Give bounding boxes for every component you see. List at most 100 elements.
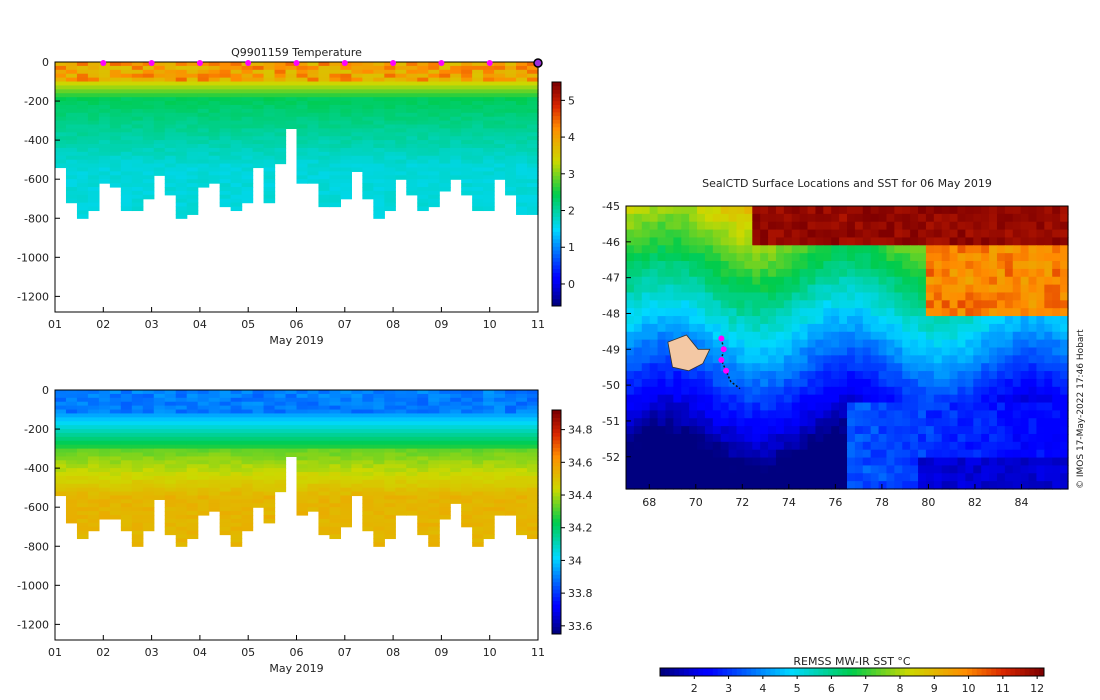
cell <box>450 449 462 454</box>
sst-cell <box>642 269 650 277</box>
sst-cell <box>847 230 855 238</box>
sst-cell <box>855 308 863 316</box>
cell <box>395 101 407 106</box>
sst-cell <box>918 206 926 214</box>
sst-cell <box>729 355 737 363</box>
cell <box>264 160 276 165</box>
cell <box>351 433 363 438</box>
sst-cell <box>808 292 816 300</box>
cell <box>494 429 506 434</box>
sst-cell <box>1005 403 1013 411</box>
sst-cell <box>863 332 871 340</box>
cell <box>297 132 309 137</box>
cell <box>176 480 188 485</box>
sst-cell <box>997 308 1005 316</box>
cell <box>187 402 199 407</box>
cell <box>143 191 155 196</box>
profile-column <box>121 62 133 211</box>
cell <box>395 144 407 149</box>
sst-cell <box>760 434 768 442</box>
sst-cell <box>863 418 871 426</box>
sst-cell <box>713 363 721 371</box>
sst-cell <box>665 426 673 434</box>
sst-cell <box>744 403 752 411</box>
cell <box>231 175 243 180</box>
colorbar-segment <box>552 295 561 299</box>
cell <box>428 89 440 94</box>
cell <box>516 511 528 516</box>
cell <box>154 476 166 481</box>
cell <box>132 495 144 500</box>
sst-cell <box>697 206 705 214</box>
cell <box>176 167 188 172</box>
cell <box>165 398 177 403</box>
cell <box>406 417 418 422</box>
sst-cell <box>776 379 784 387</box>
cell <box>143 437 155 442</box>
cell <box>472 390 484 395</box>
cell <box>417 187 429 192</box>
colorbar-segment <box>552 627 561 631</box>
sst-cell <box>871 395 879 403</box>
sst-cell <box>642 340 650 348</box>
cell <box>527 456 539 461</box>
cell <box>494 437 506 442</box>
sst-cell <box>989 371 997 379</box>
cell <box>362 519 374 524</box>
sst-cell <box>831 245 839 253</box>
cell <box>66 398 78 403</box>
cell <box>231 441 243 446</box>
sst-cell <box>1036 285 1044 293</box>
cell <box>286 121 298 126</box>
sst-cell <box>902 261 910 269</box>
cell <box>286 398 298 403</box>
cell <box>231 89 243 94</box>
cell <box>494 449 506 454</box>
sst-cell <box>792 410 800 418</box>
cell <box>373 132 385 137</box>
cell <box>516 449 528 454</box>
sst-cell <box>760 332 768 340</box>
cell <box>275 66 287 71</box>
cell <box>297 140 309 145</box>
cell <box>329 93 341 98</box>
cell <box>527 511 539 516</box>
cell <box>121 148 133 153</box>
colorbar-segment <box>552 492 561 496</box>
sst-cell <box>1005 395 1013 403</box>
sst-cell <box>831 230 839 238</box>
cell <box>66 175 78 180</box>
cell <box>417 203 429 208</box>
sst-cell <box>721 237 729 245</box>
sst-cell <box>997 410 1005 418</box>
cell <box>55 468 67 473</box>
cell <box>417 425 429 430</box>
cell <box>439 488 451 493</box>
x-axis-label: May 2019 <box>269 662 323 675</box>
cell <box>395 402 407 407</box>
profile-column <box>198 62 210 188</box>
cell <box>132 453 144 458</box>
sst-cell <box>1060 277 1068 285</box>
cell <box>55 82 67 87</box>
cell <box>494 492 506 497</box>
cell <box>395 398 407 403</box>
cell <box>297 113 309 118</box>
cell <box>483 456 495 461</box>
sst-cell <box>650 371 658 379</box>
sst-cell <box>958 292 966 300</box>
sst-cell <box>1036 300 1044 308</box>
cell <box>143 175 155 180</box>
sst-cell <box>650 316 658 324</box>
cell <box>318 113 330 118</box>
sst-cell <box>634 222 642 230</box>
cell <box>516 495 528 500</box>
sst-cell <box>650 214 658 222</box>
cell <box>143 105 155 110</box>
sst-cell <box>1060 379 1068 387</box>
cell <box>99 413 111 418</box>
sst-cell <box>650 237 658 245</box>
cell <box>340 101 352 106</box>
cell <box>516 152 528 157</box>
cell <box>472 136 484 141</box>
